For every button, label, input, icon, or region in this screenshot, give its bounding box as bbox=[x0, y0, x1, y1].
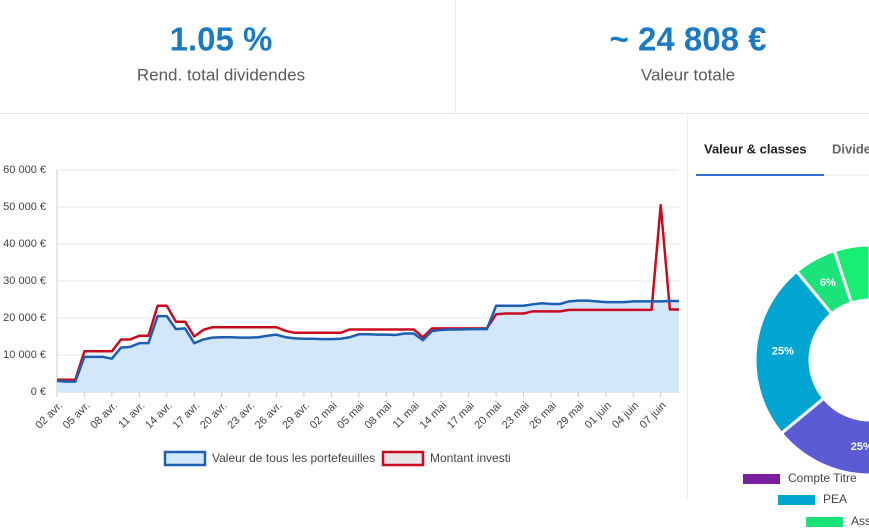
area bbox=[57, 300, 679, 392]
x-tick-label: 29 avr. bbox=[280, 400, 312, 432]
kpi-label: Valeur totale bbox=[641, 65, 735, 84]
y-tick-label: 0 € bbox=[31, 386, 46, 398]
x-tick-label: 17 mai bbox=[445, 400, 477, 432]
x-tick-label: 26 avr. bbox=[253, 400, 285, 432]
slice-label: 25% bbox=[772, 346, 794, 358]
line-chart: 0 € 10 000 € 20 000 € 30 000 € 40 000 € 50 00… bbox=[3, 164, 679, 467]
legend-label: Compte Titre bbox=[788, 471, 857, 485]
legend-label: Ass bbox=[851, 514, 869, 528]
y-tick-label: 30 000 € bbox=[3, 275, 46, 287]
line bbox=[57, 203, 679, 382]
x-tick-label: 14 avr. bbox=[143, 400, 175, 432]
line bbox=[56, 299, 679, 383]
x-tick-label: 20 mai bbox=[472, 400, 504, 432]
x-tick-label: 26 mai bbox=[527, 400, 559, 432]
legend-swatch bbox=[743, 474, 780, 484]
x-tick-label: 05 mai bbox=[335, 400, 367, 432]
kpi-value: ~ 24 808 € bbox=[610, 21, 767, 58]
donut-slice bbox=[832, 243, 869, 305]
x-tick-label: 08 mai bbox=[363, 400, 395, 432]
x-tick-label: 23 mai bbox=[500, 400, 532, 432]
kpi-value: 1.05 % bbox=[170, 21, 273, 58]
slice-label: 25% bbox=[851, 441, 869, 453]
legend-swatch bbox=[163, 450, 207, 467]
legend-label: Valeur de tous les portefeuilles bbox=[212, 451, 375, 465]
x-tick-label: 11 avr. bbox=[116, 400, 147, 431]
x-tick-label: 29 mai bbox=[555, 400, 587, 432]
x-tick-label: 04 juin bbox=[610, 400, 641, 431]
x-tick-label: 02 mai bbox=[308, 400, 340, 432]
donut-slice bbox=[779, 396, 869, 477]
legend-swatch bbox=[806, 517, 843, 527]
donut-chart: 25% 25% 6% Compte Titre PEA Ass bbox=[743, 243, 869, 528]
legend-label: Montant investi bbox=[430, 451, 511, 465]
x-tick-label: 08 avr. bbox=[88, 400, 120, 432]
tab[interactable]: Divide bbox=[832, 141, 869, 156]
kpi-label: Rend. total dividendes bbox=[137, 65, 305, 84]
legend-label: PEA bbox=[823, 492, 847, 506]
x-tick-label: 17 avr. bbox=[171, 400, 203, 432]
y-tick-label: 50 000 € bbox=[3, 201, 46, 213]
y-tick-label: 60 000 € bbox=[3, 164, 46, 176]
y-tick-label: 20 000 € bbox=[3, 312, 46, 324]
legend-swatch bbox=[778, 495, 815, 505]
x-tick-label: 01 juin bbox=[583, 400, 614, 431]
x-tick-label: 07 juin bbox=[637, 400, 668, 431]
x-tick-label: 05 avr. bbox=[61, 400, 93, 432]
x-tick-label: 11 mai bbox=[391, 400, 422, 431]
slice-label: 6% bbox=[820, 277, 836, 289]
tab[interactable]: Valeur & classes bbox=[704, 141, 807, 156]
y-tick-label: 40 000 € bbox=[3, 238, 46, 250]
x-tick-label: 20 avr. bbox=[198, 400, 230, 432]
x-tick-label: 14 mai bbox=[418, 400, 450, 432]
y-tick-label: 10 000 € bbox=[3, 349, 46, 361]
legend-swatch bbox=[381, 450, 425, 467]
x-tick-label: 02 avr. bbox=[33, 400, 65, 432]
donut-slice bbox=[753, 269, 834, 436]
x-tick-label: 23 avr. bbox=[225, 400, 257, 432]
